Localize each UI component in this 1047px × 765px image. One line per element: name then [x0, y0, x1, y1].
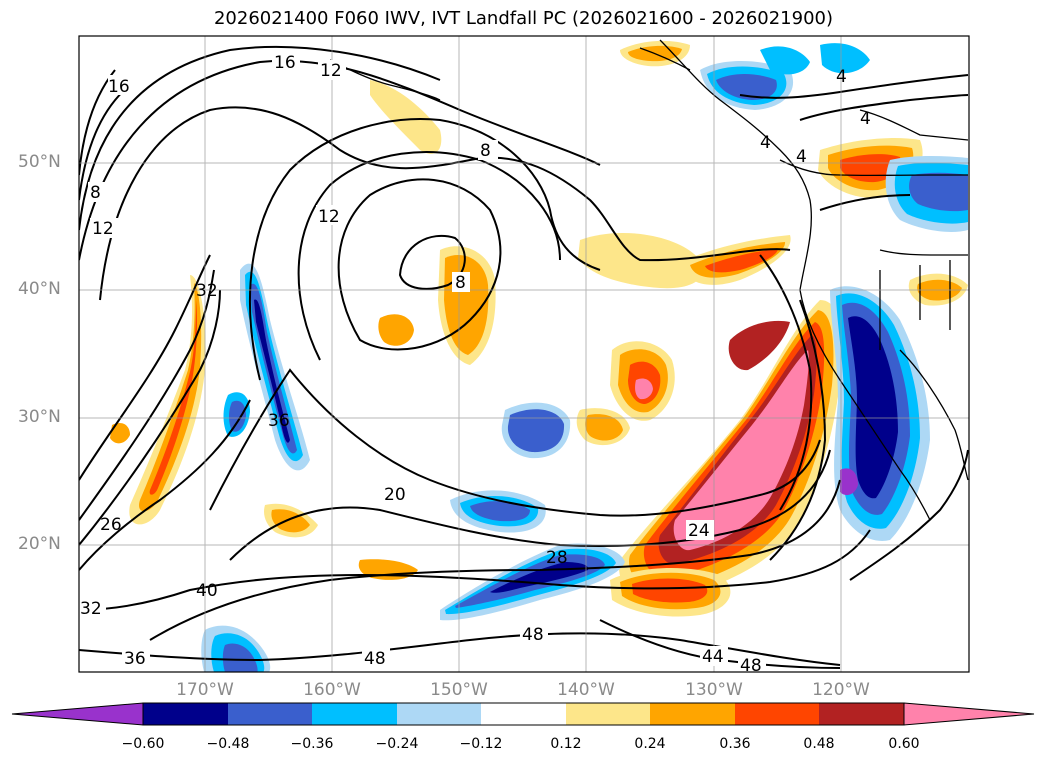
contour-label: 32 [196, 281, 218, 301]
contour-label: 12 [92, 219, 114, 239]
positive-anomaly-fill [110, 40, 968, 617]
contour-label: 4 [860, 109, 871, 129]
contour-label: 48 [522, 625, 544, 645]
contour-label: 44 [702, 647, 724, 667]
contour-label: 48 [364, 649, 386, 669]
colorbar-tick-label: −0.36 [290, 736, 334, 752]
contour-label: 16 [274, 53, 296, 73]
colorbar-tick-label: 0.36 [719, 736, 751, 752]
contour-label: 12 [318, 207, 340, 227]
contour-label: 12 [320, 61, 342, 81]
contour-label: 16 [108, 77, 130, 97]
map-plot-area: 16 12 16 8 12 8 12 8 4 4 4 4 32 36 20 24 [79, 36, 969, 676]
contour-labels: 16 12 16 8 12 8 12 8 4 4 4 4 32 36 20 24 [79, 52, 871, 676]
map-frame [78, 35, 970, 673]
lat-label-30n: 30°N [18, 407, 61, 427]
coastlines [329, 39, 969, 521]
contour-label: 8 [455, 273, 466, 293]
contour-label: 48 [740, 656, 762, 676]
contour-label: 40 [196, 581, 218, 601]
colorbar-bin [143, 703, 228, 725]
lon-label-140w: 140°W [557, 680, 615, 700]
contour-label: 4 [760, 133, 771, 153]
colorbar-bin [397, 703, 481, 725]
colorbar-tick-label: 0.24 [634, 736, 666, 752]
contour-label: 36 [268, 411, 290, 431]
contour-label: 4 [796, 147, 807, 167]
colorbar-tick-label: 0.60 [888, 736, 920, 752]
contour-label: 28 [546, 548, 568, 568]
contour-label: 20 [384, 485, 406, 505]
lon-label-170w: 170°W [176, 680, 234, 700]
colorbar-tick-label: −0.60 [121, 736, 165, 752]
colorbar-extend-high [903, 702, 1035, 726]
colorbar-bin [566, 703, 650, 725]
lat-label-20n: 20°N [18, 534, 61, 554]
contour-label: 26 [100, 515, 122, 535]
colorbar-bin [312, 703, 397, 725]
contour-label: 32 [80, 599, 102, 619]
colorbar-tick-label: 0.12 [550, 736, 582, 752]
contour-label: 24 [688, 521, 710, 541]
lat-label-40n: 40°N [18, 279, 61, 299]
colorbar-tick-label: −0.48 [206, 736, 250, 752]
contour-label: 4 [836, 67, 847, 87]
lon-label-120w: 120°W [812, 680, 870, 700]
colorbar-bin [735, 703, 819, 725]
colorbar-bin [481, 703, 566, 725]
contour-label: 8 [90, 183, 101, 203]
lon-label-160w: 160°W [303, 680, 361, 700]
contour-label: 8 [480, 141, 491, 161]
colorbar-bin [650, 703, 735, 725]
lon-label-130w: 130°W [685, 680, 743, 700]
colorbar-tick-label: −0.12 [459, 736, 503, 752]
colorbar [11, 702, 1035, 726]
gridlines [79, 36, 969, 672]
lon-label-150w: 150°W [430, 680, 488, 700]
colorbar-extend-low [11, 702, 144, 726]
colorbar-bin [228, 703, 312, 725]
lat-label-50n: 50°N [18, 152, 61, 172]
colorbar-tick-label: −0.24 [375, 736, 419, 752]
figure-title: 2026021400 F060 IWV, IVT Landfall PC (20… [213, 8, 834, 29]
contour-label: 36 [124, 649, 146, 669]
colorbar-tick-label: 0.48 [803, 736, 835, 752]
colorbar-bin [819, 703, 904, 725]
